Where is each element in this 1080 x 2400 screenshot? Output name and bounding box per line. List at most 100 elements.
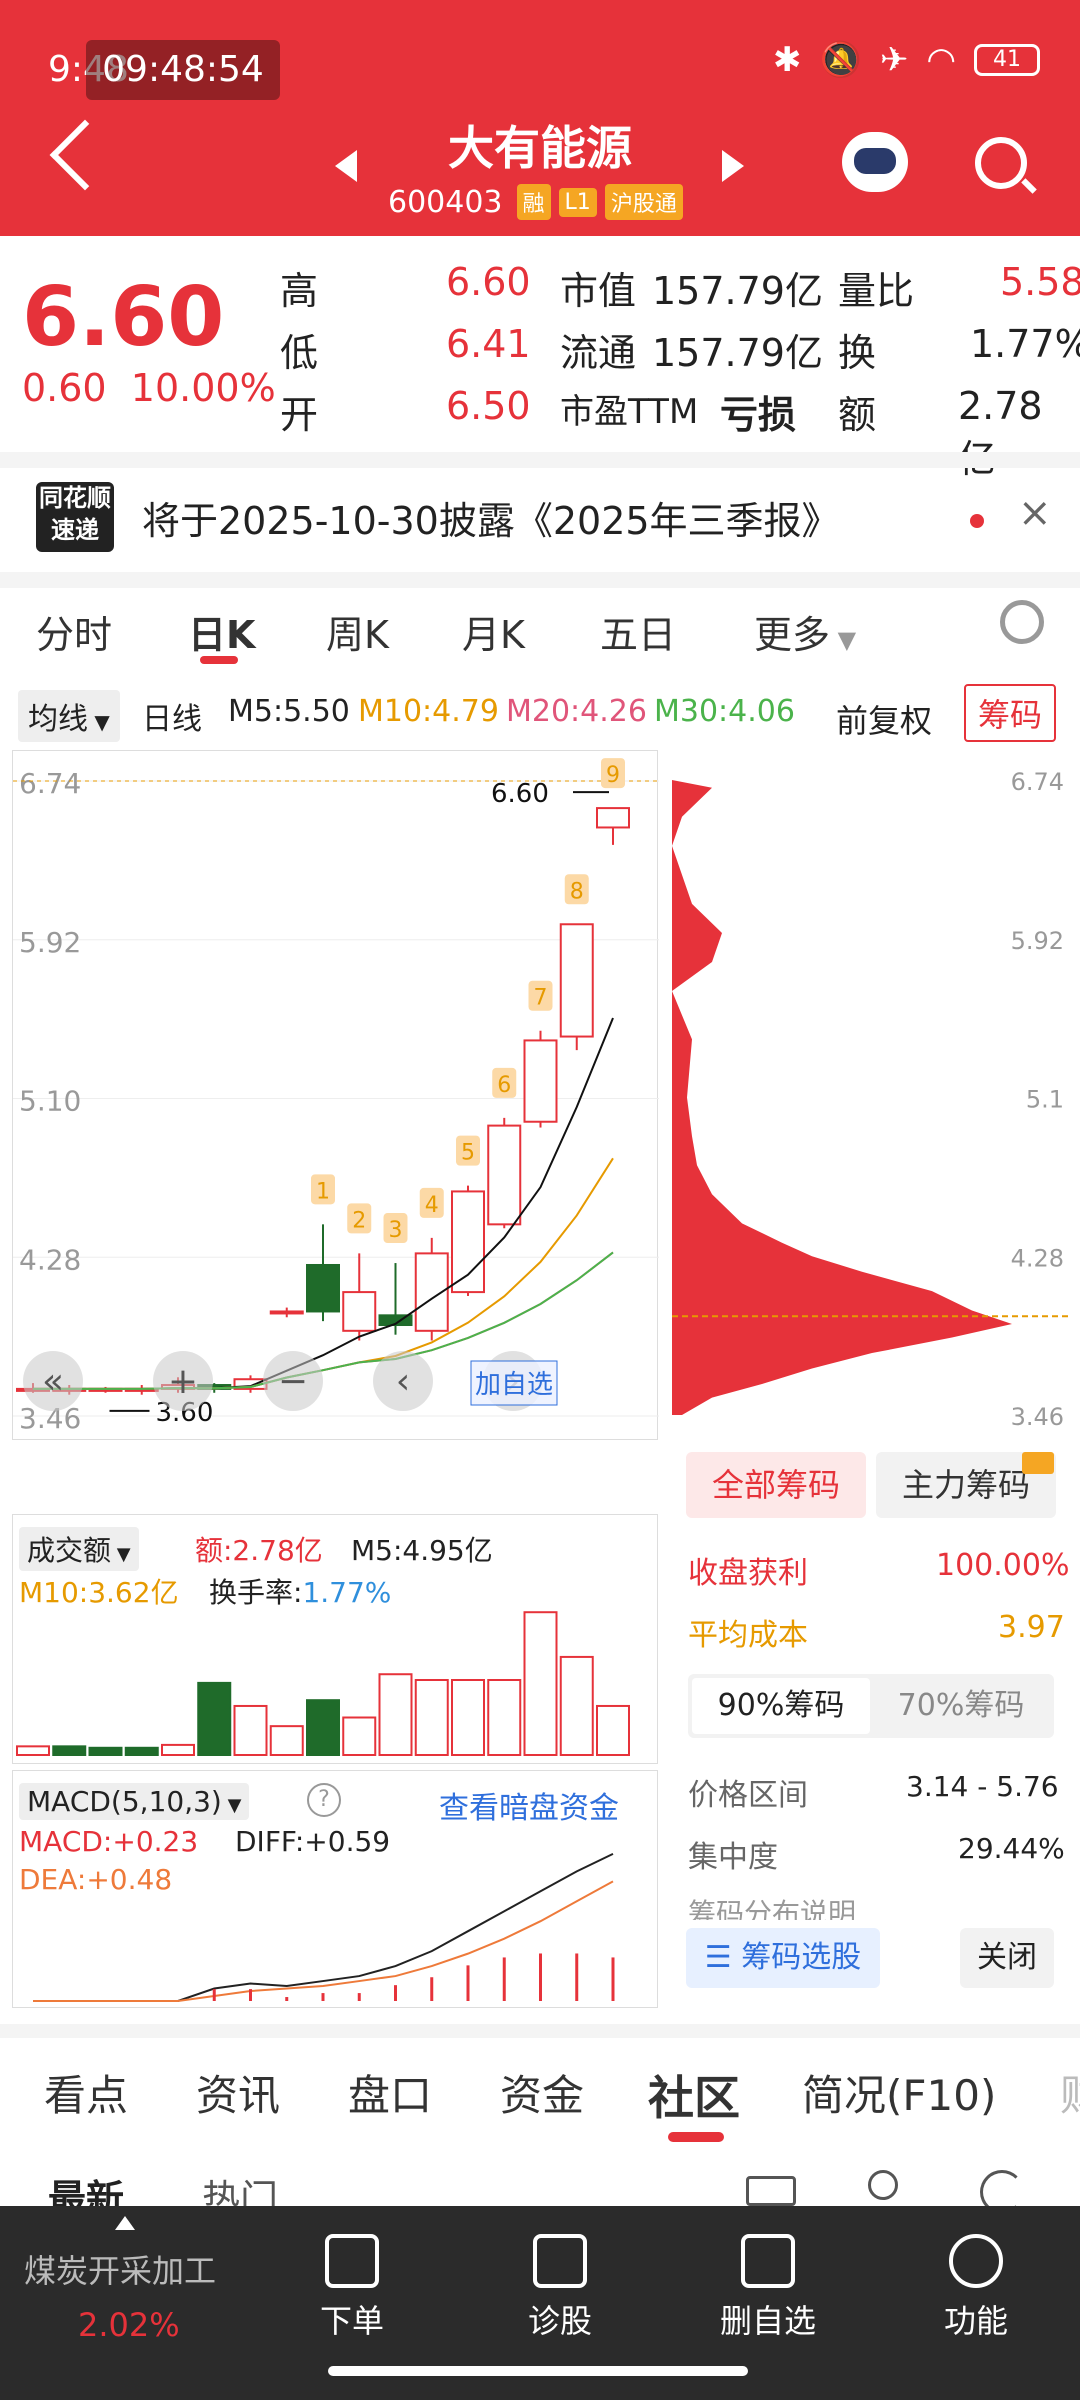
volume-bar	[523, 1611, 558, 1757]
volume-bar	[269, 1725, 304, 1756]
macd-selector[interactable]: MACD(5,10,3) ▼	[19, 1783, 250, 1820]
candle-body	[487, 1124, 522, 1226]
candle-body	[451, 1190, 485, 1294]
macd-panel: MACD(5,10,3) ▼ ? 查看暗盘资金 MACD:+0.23 DIFF:…	[12, 1770, 658, 2008]
tab-90-chips[interactable]: 90%筹码	[692, 1678, 870, 1734]
notice-bar[interactable]: 同花顺 速递 将于2025-10-30披露《2025年三季报》 ×	[0, 470, 1080, 570]
function-label: 功能	[943, 2302, 1008, 2340]
candle-body	[269, 1310, 304, 1315]
adjust-mode[interactable]: 前复权	[836, 702, 933, 740]
profit-label: 收盘获利	[688, 1556, 808, 1591]
chip-svg: 6.74 5.92 5.1 4.28 3.46	[672, 768, 1070, 1431]
status-icons: ✱ 🔕 ✈ ◠ 41	[773, 40, 1040, 80]
tab-fund[interactable]: 资金	[500, 2071, 585, 2120]
chip-y-tick: 5.92	[1011, 927, 1064, 955]
mail-icon[interactable]	[746, 2176, 796, 2206]
high-value: 6.60	[446, 260, 531, 304]
volume-bar	[487, 1679, 522, 1756]
ma-selector[interactable]: 均线 ▼	[18, 690, 120, 742]
volume-selector[interactable]: 成交额 ▼	[19, 1527, 139, 1571]
badge-margin: 融	[516, 184, 551, 220]
candle-body	[596, 807, 630, 829]
overlay-btn-minus: −	[278, 1361, 308, 1402]
volume-m10: M10:3.62亿	[19, 1576, 179, 1609]
notice-dot	[970, 514, 984, 528]
overlay-btn-bg	[263, 1351, 323, 1411]
tab-all-chips[interactable]: 全部筹码	[686, 1452, 866, 1518]
dea-value: DEA:+0.48	[19, 1863, 173, 1896]
diagnose-button[interactable]: 诊股	[500, 2234, 620, 2342]
concentration-value: 29.44%	[958, 1832, 1065, 1865]
volume-bar	[16, 1745, 50, 1757]
signal-label-bg	[383, 1213, 408, 1244]
open-value: 6.50	[446, 384, 531, 428]
y-tick-label: 5.92	[19, 926, 81, 959]
sector-name[interactable]: 煤炭开采加工	[24, 2252, 217, 2290]
tab-more[interactable]: 更多 ▼	[754, 604, 856, 659]
tab-five-day[interactable]: 五日	[600, 613, 677, 657]
avg-cost-label: 平均成本	[688, 1618, 808, 1653]
signal-label-bg	[456, 1135, 480, 1166]
tab-f10[interactable]: 简况(F10)	[802, 2071, 997, 2120]
signal-label: 6	[497, 1073, 511, 1098]
robot-assistant-icon[interactable]	[842, 132, 908, 192]
status-time: 09:48:54	[86, 40, 280, 100]
code-row: 600403 融 L1 沪股通	[388, 182, 683, 222]
remove-favorite-button[interactable]: 删自选	[708, 2234, 828, 2342]
badge-connect: 沪股通	[604, 184, 683, 220]
macd-selector-label: MACD(5,10,3)	[27, 1785, 222, 1818]
tab-daily-k[interactable]: 日K	[188, 613, 256, 657]
person-icon[interactable]	[868, 2170, 898, 2200]
tab-monthly-k[interactable]: 月K	[462, 613, 525, 657]
dark-pool-link[interactable]: 查看暗盘资金	[439, 1791, 619, 1826]
chevron-up-icon[interactable]	[115, 2216, 135, 2230]
signal-label-bg	[492, 1067, 517, 1098]
prev-stock-icon[interactable]	[335, 150, 357, 182]
tab-highlights[interactable]: 看点	[44, 2071, 129, 2120]
overlay-btn-prev: ‹	[396, 1361, 410, 1402]
chip-desc-link[interactable]: 筹码分布说明	[688, 1897, 857, 1920]
pe-value: 亏损	[720, 393, 797, 437]
next-stock-icon[interactable]	[722, 150, 744, 182]
chip-y-tick: 5.1	[1026, 1086, 1064, 1114]
signal-label: 1	[316, 1179, 330, 1204]
function-button[interactable]: 功能	[916, 2234, 1036, 2342]
tab-finance[interactable]: 财	[1060, 2062, 1080, 2123]
candle-body	[523, 1039, 558, 1123]
chip-button[interactable]: 筹码	[964, 684, 1057, 742]
lock-icon	[1022, 1452, 1054, 1474]
ma30-value: M30:4.06	[654, 694, 795, 729]
y-tick-label: 5.10	[19, 1085, 81, 1118]
float-value: 157.79亿	[652, 331, 823, 375]
tab-community[interactable]: 社区	[648, 2071, 740, 2125]
chip-select-button[interactable]: ☰ 筹码选股	[686, 1928, 880, 1988]
amount-label: 额	[838, 393, 877, 437]
search-icon[interactable]	[975, 137, 1027, 189]
order-label: 下单	[319, 2302, 384, 2340]
signal-label-bg	[564, 874, 589, 905]
volume-bar	[414, 1679, 449, 1756]
profit-value: 100.00%	[936, 1548, 1070, 1583]
tab-weekly-k[interactable]: 周K	[326, 613, 389, 657]
tab-fenshi[interactable]: 分时	[36, 613, 113, 657]
volume-bar	[342, 1716, 377, 1756]
signal-label: 4	[425, 1193, 439, 1218]
tab-news[interactable]: 资讯	[196, 2071, 281, 2120]
stock-name: 大有能源	[448, 121, 632, 175]
add-favorite-label: 加自选	[475, 1370, 553, 1400]
volume-bar	[596, 1704, 630, 1756]
home-indicator[interactable]	[328, 2366, 748, 2376]
list-icon: ☰	[704, 1940, 742, 1975]
settings-hexagon-icon[interactable]	[1000, 600, 1044, 644]
tab-70-chips[interactable]: 70%筹码	[897, 1688, 1025, 1723]
mcap-value: 157.79亿	[652, 269, 823, 313]
order-button[interactable]: 下单	[292, 2234, 412, 2342]
close-icon[interactable]: ×	[1018, 490, 1052, 536]
tab-orderbook[interactable]: 盘口	[348, 2071, 433, 2120]
kline-chart[interactable]: 6.74 5.92 5.10 4.28 3.46 1 2 3 4 5 6 7 8 9 6.60 3.60 «+ −…	[12, 750, 659, 1478]
content-tabs: 看点 资讯 盘口 资金 社区 简况(F10) 财	[0, 2040, 1080, 2142]
open-label: 开	[280, 393, 319, 437]
turnover-value: 1.77%	[970, 322, 1080, 366]
help-icon[interactable]: ?	[307, 1783, 341, 1817]
chip-close-button[interactable]: 关闭	[960, 1928, 1054, 1988]
